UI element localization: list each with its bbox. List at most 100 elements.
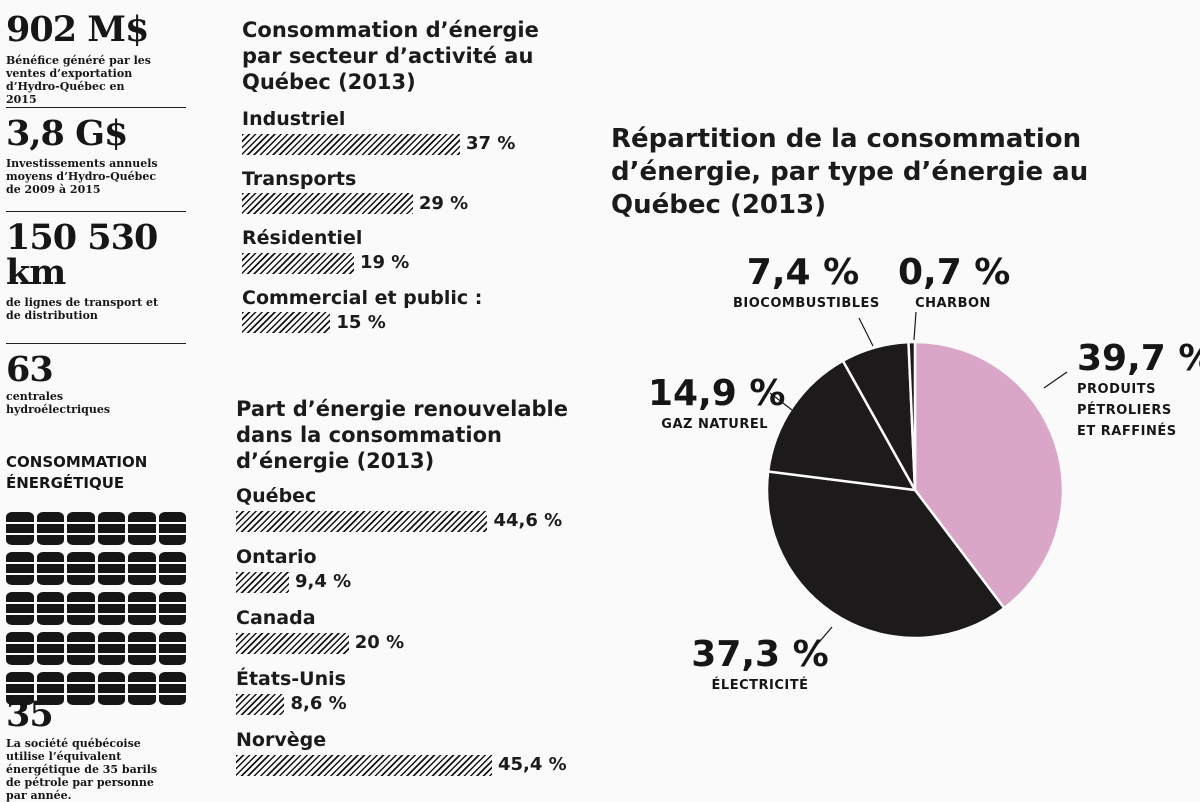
sector-label: Résidentiel <box>242 227 363 249</box>
pie-label-petroleum-value: 39,7 % <box>1077 338 1200 379</box>
sector-value: 15 % <box>336 311 386 333</box>
renewable-row: 9,4 % <box>236 571 351 593</box>
sector-row: 15 % <box>242 312 386 334</box>
sector-row: 19 % <box>242 252 409 274</box>
pie-label-coal-value: 0,7 % <box>898 252 1011 293</box>
barrel-icon <box>67 512 95 545</box>
renewable-value: 9,4 % <box>295 571 352 592</box>
barrel-icon <box>67 552 95 585</box>
renewable-label: Canada <box>236 607 316 629</box>
stat-value-plants: 63 <box>6 349 54 390</box>
pie-label-coal-name: CHARBON <box>915 296 991 311</box>
pie-slice-petroleum <box>913 340 1065 610</box>
barrel-icon <box>97 512 125 545</box>
renewable-row: 45,4 % <box>236 754 567 776</box>
barrel-icon <box>67 672 95 705</box>
renewable-row: 8,6 % <box>236 693 347 715</box>
pie-chart-title: Répartition de la consommation d’énergie… <box>611 124 1089 220</box>
renewable-bar <box>236 693 285 715</box>
renewable-label: Ontario <box>236 546 317 568</box>
renewable-bar <box>236 571 289 593</box>
pie-label-biofuels-name: BIOCOMBUSTIBLES <box>733 296 880 311</box>
stat-desc-plants: centrales hydroélectriques <box>6 390 111 416</box>
sector-chart-title: Consommation d’énergie par secteur d’act… <box>242 18 539 94</box>
barrel-icon <box>128 512 156 545</box>
barrel-icon <box>158 672 186 705</box>
sector-value: 19 % <box>359 252 410 273</box>
barrel-icon <box>36 592 64 625</box>
pie-label-biofuels: 7,4 % BIOCOMBUSTIBLES <box>733 252 880 314</box>
pie-label-natural-gas-value: 14,9 % <box>648 373 786 414</box>
barrel-icon <box>6 632 34 665</box>
renewable-value: 8,6 % <box>290 693 347 714</box>
pie-label-petroleum-name-3: ET RAFFINÉS <box>1077 424 1177 439</box>
barrel-icon <box>158 632 186 665</box>
leader-line-petroleum <box>1043 371 1068 389</box>
barrel-icon <box>158 552 186 585</box>
barrel-icon <box>6 552 34 585</box>
pie-slice-biofuels <box>841 340 917 491</box>
barrel-icon <box>67 632 95 665</box>
barrel-icon <box>128 632 156 665</box>
barrel-icon <box>6 592 34 625</box>
pie-label-electricity-name: ÉLECTRICITÉ <box>711 678 809 693</box>
barrel-icon <box>158 592 186 625</box>
stat-desc-investments: Investissements annuels moyens d’Hydro-Q… <box>6 157 158 196</box>
stat-value-investments: 3,8 G$ <box>6 113 128 154</box>
barrel-icon <box>36 512 64 545</box>
pie-label-electricity: 37,3 % ÉLECTRICITÉ <box>690 635 830 696</box>
barrel-icon <box>97 672 125 705</box>
pie-label-petroleum-name-2: PÉTROLIERS <box>1077 403 1172 418</box>
pie-label-petroleum: 39,7 % PRODUITS PÉTROLIERS ET RAFFINÉS <box>1077 338 1200 442</box>
renewable-label: Norvège <box>236 729 327 751</box>
renewable-value: 44,6 % <box>493 510 563 531</box>
stat-value-export-profit: 902 M$ <box>6 9 149 50</box>
barrel-icon <box>128 592 156 625</box>
leader-line-biofuels <box>858 317 874 347</box>
barrel-icon <box>128 672 156 705</box>
pie-slice-electricity <box>765 470 1006 640</box>
sector-label: Commercial et public : <box>242 286 483 309</box>
consumption-heading: CONSOMMATION ÉNERGÉTIQUE <box>6 453 148 492</box>
pie-label-coal: 0,7 % CHARBON <box>898 252 1011 314</box>
barrel-icon <box>97 632 125 665</box>
renewable-chart-title: Part d’énergie renouvelable dans la cons… <box>236 397 568 473</box>
stat-desc-export-profit: Bénéfice généré par les ventes d’exporta… <box>6 54 151 106</box>
barrel-icon <box>36 552 64 585</box>
sector-bar <box>242 252 354 274</box>
pie-label-electricity-value: 37,3 % <box>691 634 829 675</box>
pie-label-natural-gas-name: GAZ NATUREL <box>661 417 768 432</box>
stat-value-lines: 150 530 km <box>6 217 158 293</box>
barrel-icon <box>6 672 34 705</box>
sector-row: 37 % <box>242 133 515 155</box>
barrel-icon <box>97 592 125 625</box>
renewable-label: États-Unis <box>236 668 346 690</box>
sector-value: 29 % <box>418 192 469 214</box>
renewable-value: 20 % <box>354 632 405 653</box>
renewable-label: Québec <box>236 485 317 507</box>
renewable-bar <box>236 510 488 532</box>
leader-line-coal <box>913 311 917 341</box>
renewable-bar <box>236 632 349 654</box>
barrel-icon <box>97 552 125 585</box>
pie-label-petroleum-name-1: PRODUITS <box>1077 382 1157 397</box>
barrel-icon <box>36 672 64 705</box>
pie-label-biofuels-value: 7,4 % <box>746 252 860 293</box>
divider <box>6 107 186 108</box>
sector-value: 37 % <box>466 133 516 154</box>
renewable-row: 20 % <box>236 632 404 654</box>
stat-desc-lines: de lignes de transport et de distributio… <box>6 296 159 322</box>
renewable-row: 44,6 % <box>236 510 562 532</box>
pie-label-natural-gas: 14,9 % GAZ NATUREL <box>648 373 786 435</box>
conso-desc: La société québécoise utilise l’équivale… <box>6 737 158 802</box>
sector-bar <box>242 133 460 155</box>
sector-label: Industriel <box>242 108 346 130</box>
pie-slice-coal <box>907 340 917 491</box>
renewable-value: 45,4 % <box>498 754 567 775</box>
barrel-icon <box>158 512 186 545</box>
sector-row: 29 % <box>242 193 468 215</box>
barrel-icon <box>67 592 95 625</box>
barrel-icon <box>6 512 34 545</box>
sector-bar <box>242 193 413 214</box>
pie-slice-natural-gas <box>766 359 918 492</box>
